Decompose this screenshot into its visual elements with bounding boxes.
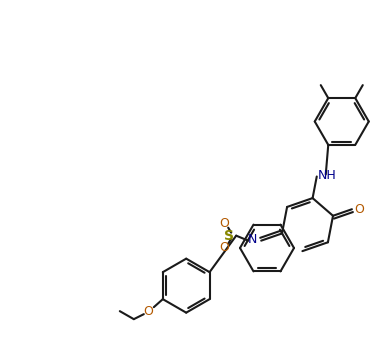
Text: NH: NH bbox=[318, 169, 336, 182]
Text: O: O bbox=[219, 217, 229, 230]
Text: N: N bbox=[248, 233, 258, 246]
Text: O: O bbox=[219, 241, 229, 254]
Text: O: O bbox=[354, 203, 364, 216]
Text: S: S bbox=[224, 229, 234, 243]
Text: O: O bbox=[143, 305, 153, 318]
